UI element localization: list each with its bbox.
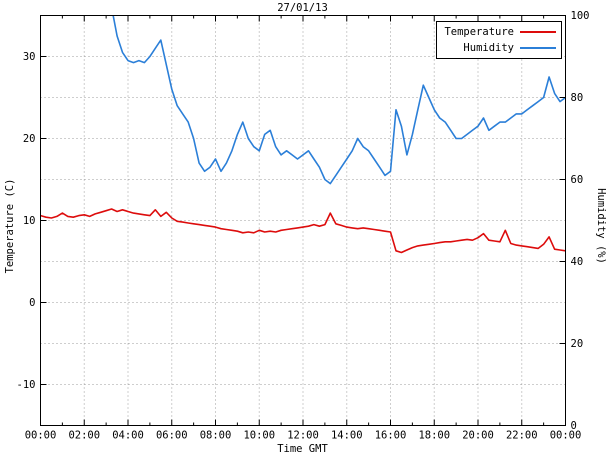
legend: Temperature Humidity xyxy=(436,21,562,59)
tick-marks xyxy=(40,15,566,426)
x-tick-label: 16:00 xyxy=(375,430,407,442)
tick-labels: 00:00 02:00 04:00 06:00 08:00 10:00 12:00 14:00… xyxy=(17,10,590,442)
right-tick-label: 100 xyxy=(571,10,590,22)
left-axis-title: Temperature (C) xyxy=(4,178,16,274)
humidity-line xyxy=(112,15,566,185)
legend-label-humidity: Humidity xyxy=(463,42,514,54)
left-tick-label: 20 xyxy=(23,133,36,145)
legend-sample-humidity xyxy=(520,47,556,49)
x-tick-label: 10:00 xyxy=(243,430,275,442)
x-tick-label: 18:00 xyxy=(418,430,450,442)
legend-sample-temperature xyxy=(520,31,556,33)
x-tick-label: 14:00 xyxy=(331,430,363,442)
x-tick-label: 08:00 xyxy=(200,430,232,442)
right-tick-label: 60 xyxy=(571,174,584,186)
left-tick-label: 0 xyxy=(29,297,35,309)
x-tick-label: 04:00 xyxy=(112,430,144,442)
x-tick-label: 12:00 xyxy=(287,430,319,442)
x-tick-label: 06:00 xyxy=(156,430,188,442)
left-tick-label: 10 xyxy=(23,215,36,227)
temperature-line xyxy=(40,208,566,254)
right-tick-label: 80 xyxy=(571,92,584,104)
x-axis-title: Time GMT xyxy=(277,443,328,455)
legend-label-temperature: Temperature xyxy=(444,26,514,38)
left-tick-label: 30 xyxy=(23,51,36,63)
x-tick-label: 00:00 xyxy=(25,430,57,442)
x-tick-label: 22:00 xyxy=(506,430,538,442)
grid-lines xyxy=(40,15,566,426)
left-tick-label: -10 xyxy=(17,379,36,391)
x-tick-label: 00:00 xyxy=(550,430,582,442)
chart-title: 27/01/13 xyxy=(277,2,328,14)
legend-item-humidity: Humidity xyxy=(442,42,556,54)
legend-item-temperature: Temperature xyxy=(442,26,556,38)
right-axis-title: Humidity (%) xyxy=(595,188,607,264)
right-tick-label: 0 xyxy=(571,420,577,432)
right-tick-label: 20 xyxy=(571,338,584,350)
x-tick-label: 02:00 xyxy=(68,430,100,442)
right-tick-label: 40 xyxy=(571,256,584,268)
x-tick-label: 20:00 xyxy=(462,430,494,442)
